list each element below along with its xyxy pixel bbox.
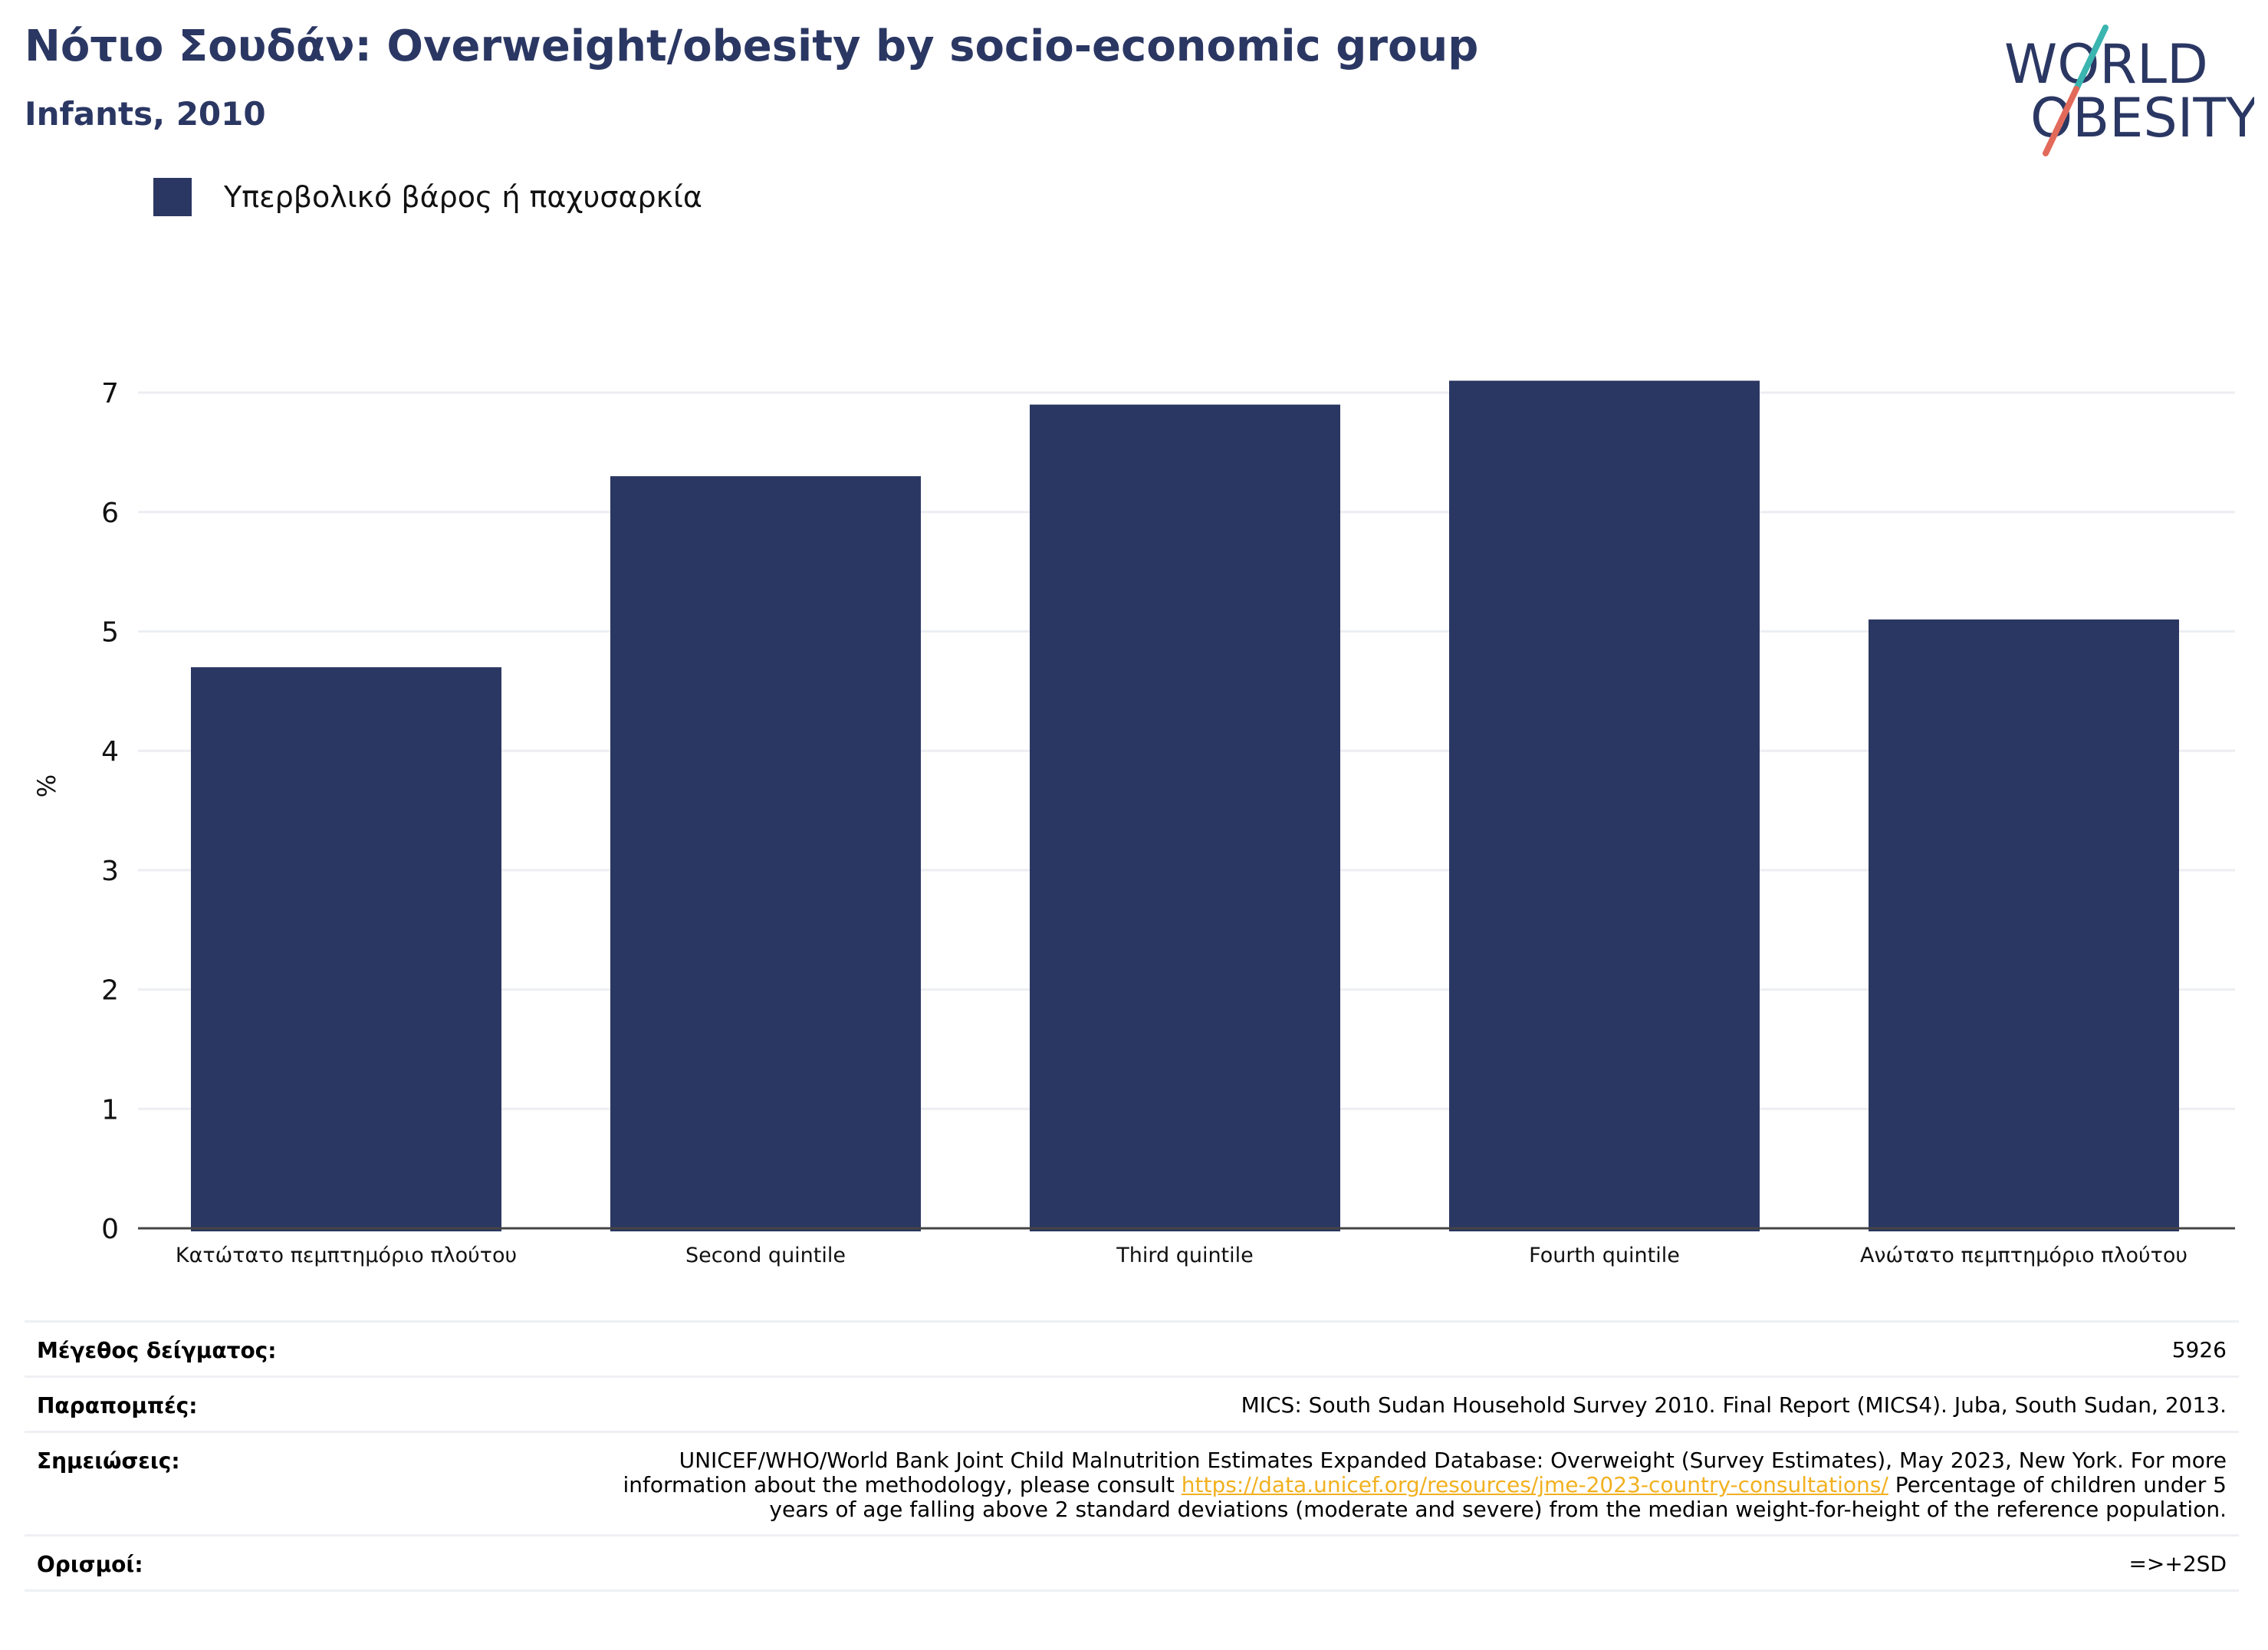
legend-label: Υπερβολικό βάρος ή παχυσαρκία (224, 180, 702, 214)
logo-slash-bottom (2043, 86, 2079, 156)
definitions-label: Ορισμοί: (37, 1552, 143, 1577)
y-tick-label: 2 (101, 975, 119, 1007)
x-tick-label: Κατώτατο πεμπτημόριο πλούτου (176, 1244, 517, 1267)
meta-row-sample-size: Μέγεθος δείγματος: 5926 (25, 1320, 2239, 1376)
chart-subtitle: Infants, 2010 (25, 95, 266, 133)
y-axis-label: % (32, 774, 61, 797)
y-tick-label: 7 (101, 378, 119, 409)
legend: Υπερβολικό βάρος ή παχυσαρκία (153, 178, 702, 216)
references-value: MICS: South Sudan Household Survey 2010.… (1241, 1392, 2227, 1418)
bar (610, 476, 921, 1231)
bar-chart: 0 1 2 3 4 5 6 7% Κατώτατο πεμπτημόριο πλούτου Sec… (32, 378, 2235, 1267)
bar (1449, 380, 1760, 1231)
world-obesity-logo: WORLD OBESITY (2004, 25, 2254, 156)
y-tick-label: 5 (101, 617, 119, 649)
meta-row-notes: Σημειώσεις: UNICEF/WHO/World Bank Joint … (25, 1431, 2239, 1534)
bar (191, 667, 501, 1231)
logo-line2: OBESITY (2030, 87, 2254, 150)
metadata-table: Μέγεθος δείγματος: 5926 Παραπομπές: MICS… (25, 1320, 2239, 1592)
y-tick-label: 1 (101, 1094, 119, 1126)
notes-text-after: Percentage of children under 5 years of … (769, 1472, 2227, 1522)
meta-row-references: Παραπομπές: MICS: South Sudan Household … (25, 1376, 2239, 1431)
x-tick-label: Fourth quintile (1529, 1244, 1680, 1267)
x-tick-label: Ανώτατο πεμπτημόριο πλούτου (1860, 1244, 2187, 1267)
x-tick-label: Third quintile (1116, 1244, 1254, 1267)
y-tick-label: 6 (101, 498, 119, 529)
notes-label: Σημειώσεις: (37, 1448, 180, 1474)
logo-line1: WORLD (2004, 33, 2208, 96)
definitions-value: =>+2SD (2128, 1551, 2227, 1576)
notes-value: UNICEF/WHO/World Bank Joint Child Malnut… (601, 1448, 2227, 1522)
logo-slash-top (2073, 25, 2109, 92)
bar (1030, 404, 1340, 1232)
references-label: Παραπομπές: (37, 1393, 198, 1418)
chart-title: Νότιο Σουδάν: Overweight/obesity by soci… (25, 21, 1479, 71)
sample-size-label: Μέγεθος δείγματος: (37, 1338, 277, 1363)
y-tick-label: 3 (101, 856, 119, 887)
meta-row-definitions: Ορισμοί: =>+2SD (25, 1534, 2239, 1592)
sample-size-value: 5926 (2171, 1337, 2227, 1362)
y-tick-label: 4 (101, 736, 119, 767)
x-tick-label: Second quintile (685, 1244, 846, 1267)
notes-text-before: UNICEF/WHO/World Bank Joint Child Malnut… (623, 1448, 2227, 1497)
legend-swatch (153, 178, 192, 216)
y-tick-label: 0 (101, 1214, 119, 1245)
methodology-link[interactable]: https://data.unicef.org/resources/jme-20… (1181, 1472, 1888, 1497)
bar (1869, 619, 2179, 1231)
